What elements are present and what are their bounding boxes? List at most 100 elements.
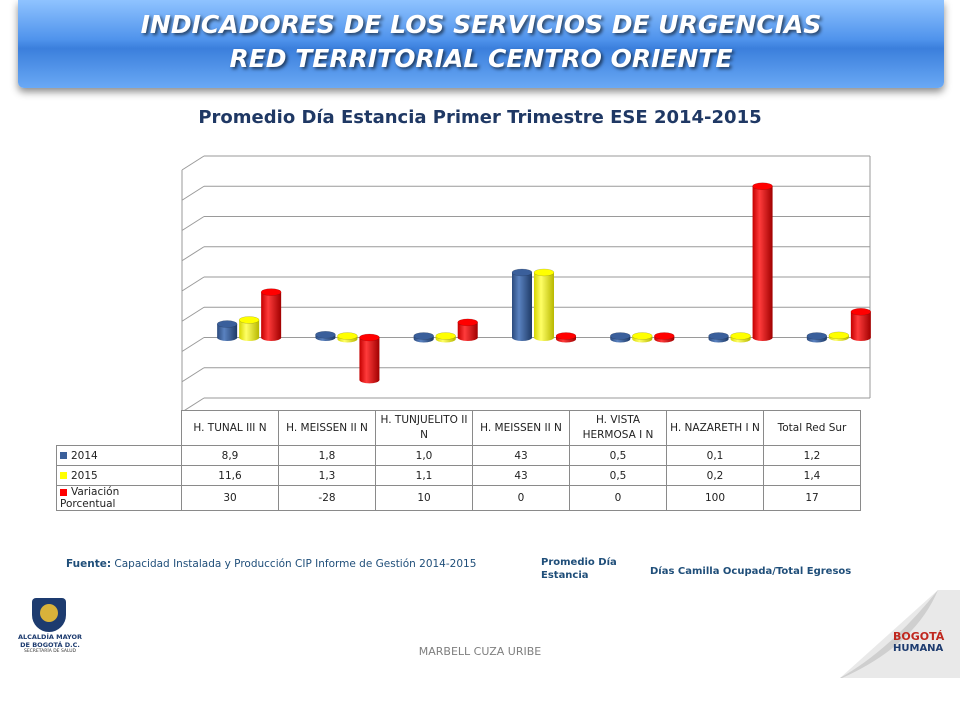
legend-key-2014 [60,452,67,459]
table-cell: 30 [181,485,279,511]
bar [555,332,577,343]
source-text: Capacidad Instalada y Producción CIP Inf… [114,558,477,570]
gridline [181,185,205,201]
page-curl-decoration [840,590,960,678]
table-cell: 11,6 [181,465,279,486]
bar [435,332,456,343]
bar-top [555,332,577,340]
bar [850,308,872,341]
source-label: Fuente: [66,558,112,570]
table-row: Variación Porcentual 30 -28 10 0 0 100 1… [56,485,861,511]
table-cell: -28 [278,485,376,511]
chart-bars [216,182,872,384]
bar-top [315,331,336,339]
bar-top [457,318,478,327]
table-cell: 10 [375,485,473,511]
bar [413,332,434,343]
logo-line-1: ALCALDÍA MAYOR [17,633,83,641]
bar [260,288,282,341]
table-cell: 0,1 [666,445,764,466]
footer-author: MARBELL CUZA URIBE [418,645,542,658]
bar-body [261,292,282,338]
table-header: H. MEISSEN II N [472,410,570,446]
gridline [181,337,205,352]
gridline [181,367,205,383]
indicator-formula: Días Camilla Ocupada/Total Egresos [650,566,852,577]
series-label: Variación Porcentual [60,486,120,510]
table-header: H. MEISSEN II N [278,410,376,446]
table-cell: 1,4 [763,465,861,486]
bar-top [435,332,456,340]
indicator-definition: Promedio Día Estancia [541,557,617,581]
bar [533,268,555,341]
table-header: H. TUNAL III N [181,410,279,446]
bar-top [337,332,358,340]
bar-body [512,272,532,338]
bar-top [238,316,260,324]
bar-top [654,332,675,340]
bar-body [217,324,238,338]
bar-top [511,268,533,277]
table-cell: 100 [666,485,764,511]
table-cell: 17 [763,485,861,511]
bar-body [457,322,478,338]
bar-body [534,272,554,338]
table-cell: 0,5 [569,445,667,466]
gridline [181,246,205,262]
bar [708,332,729,343]
gridline [181,155,205,171]
table-cell: 43 [472,445,570,466]
legend-key-2015 [60,472,67,479]
table-cell: 1,0 [375,445,473,466]
bar [752,182,773,341]
series-label: 2015 [71,469,98,482]
bar [216,320,238,341]
table-row: 2014 8,9 1,8 1,0 43 0,5 0,1 1,2 [56,445,861,466]
bar [238,316,260,341]
bar-top [260,288,282,296]
bar-top [730,332,751,340]
table-cell: 0,2 [666,465,764,486]
bar-bottom [239,334,260,341]
data-table: H. TUNAL III N H. MEISSEN II N H. TUNJUE… [56,410,861,511]
bar [610,332,631,343]
bar-top [413,332,434,340]
bar-top [752,182,773,190]
table-cell: 1,8 [278,445,376,466]
bar [457,318,478,341]
table-cell: 0 [472,485,570,511]
bar [359,333,380,384]
bar-bottom [512,334,532,341]
header-line-2: RED TERRITORIAL CENTRO ORIENTE [229,44,733,73]
bar-top [610,332,631,340]
bar [511,268,533,341]
table-header: H. VISTA HERMOSA I N [569,410,667,446]
gridline [181,306,205,322]
bar [730,332,751,343]
alcaldia-logo: ALCALDÍA MAYOR DE BOGOTÁ D.C. SECRETARÍA … [12,598,88,654]
bar-top [708,332,729,340]
logo-bottom: HUMANA [893,643,944,654]
bar-top [632,332,653,340]
bar-bottom [752,334,773,341]
table-cell: 1,1 [375,465,473,486]
bar [654,332,675,343]
coat-of-arms-icon [32,598,66,632]
bar-top [828,331,850,340]
bar-bottom [850,334,871,341]
table-header: Total Red Sur [763,410,861,446]
bar-body [752,186,773,338]
bar-bottom [457,334,478,341]
table-cell: 43 [472,465,570,486]
logo-line-3: SECRETARÍA DE SALUD [23,649,77,654]
table-header: H. NAZARETH I N [666,410,764,446]
bar-chart [181,155,872,410]
bar [828,331,850,341]
bar-bottom [261,334,282,341]
bar-top [850,308,872,316]
table-cell: 1,3 [278,465,376,486]
bar-bottom [217,334,238,341]
chart-title: Promedio Día Estancia Primer Trimestre E… [198,107,762,128]
bar-top [359,333,380,342]
table-cell: 0 [569,485,667,511]
